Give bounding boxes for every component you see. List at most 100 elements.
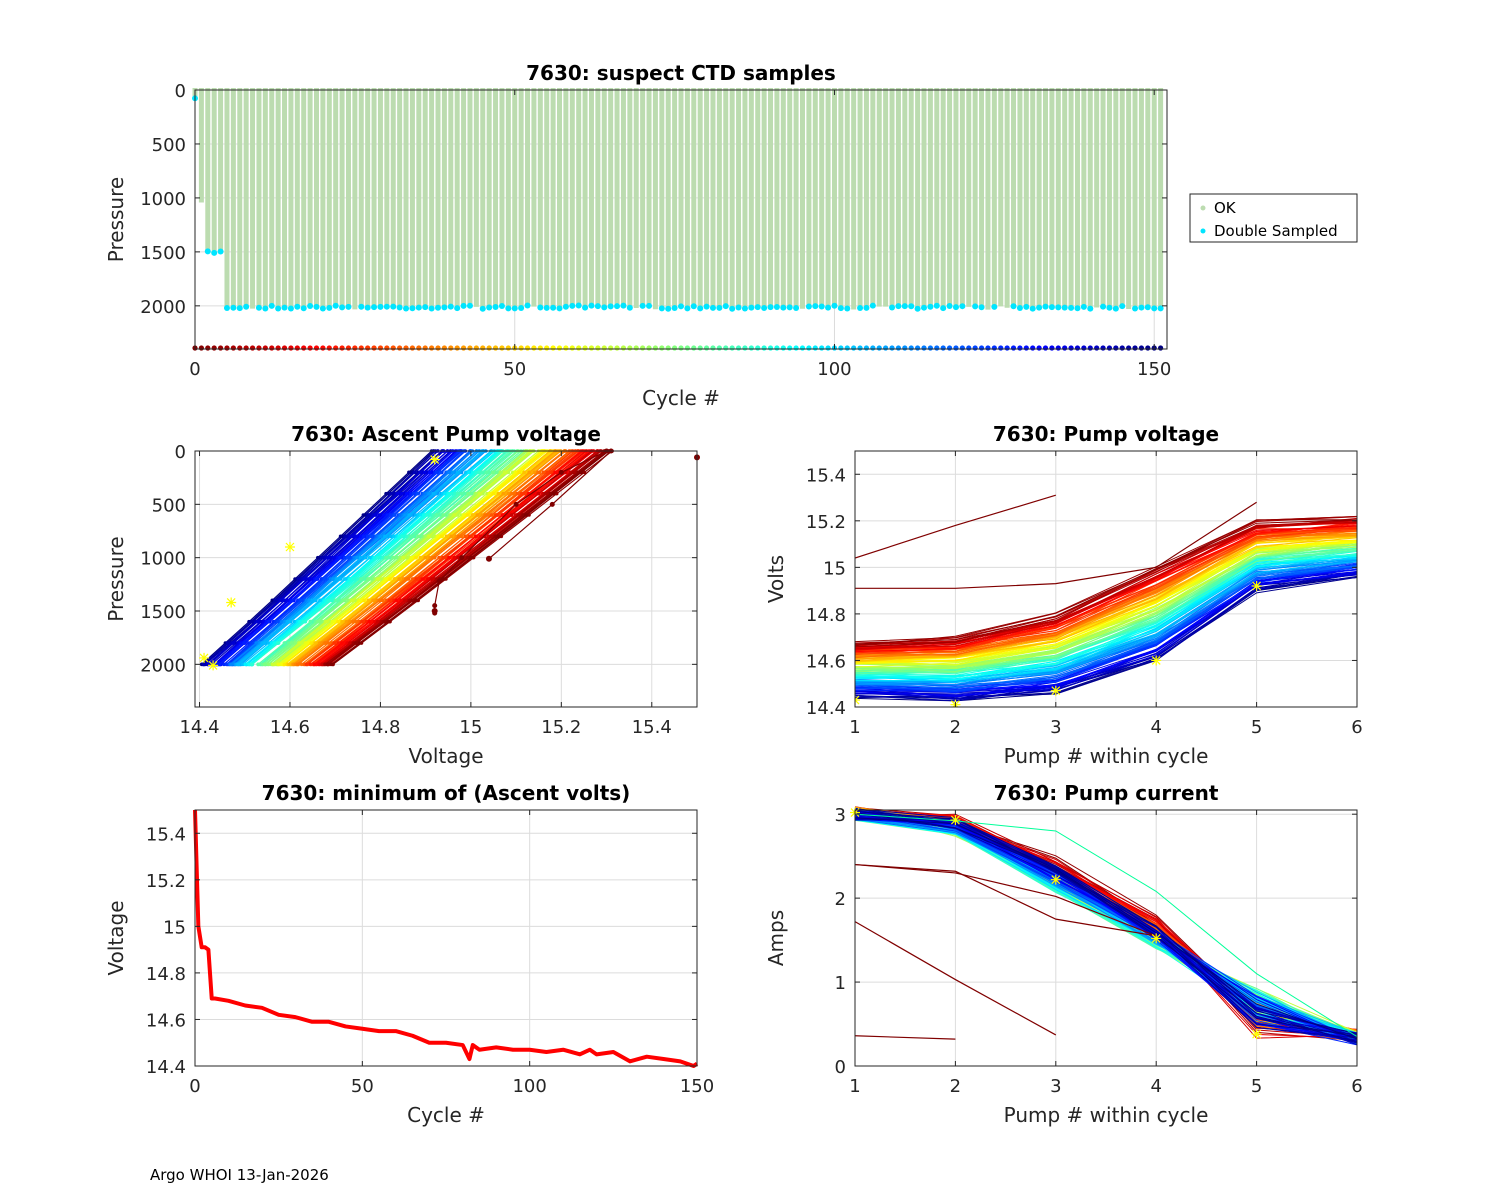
point-double-sampled [454, 305, 461, 312]
cycle-color-marker [1158, 345, 1164, 351]
cycle-color-marker [454, 345, 460, 351]
series-point [250, 662, 254, 667]
series-line [855, 565, 1357, 689]
y-tick-label: 500 [152, 135, 186, 156]
plot-area-suspect [192, 88, 1164, 351]
point-double-sampled [940, 305, 947, 312]
series-point [346, 555, 350, 560]
series-point [288, 619, 293, 624]
cycle-color-marker [978, 345, 985, 351]
point-double-sampled [857, 304, 864, 311]
series-point [289, 641, 294, 645]
cycle-color-marker [422, 345, 428, 351]
point-double-sampled [959, 303, 966, 310]
x-tick-label: 4 [1150, 1076, 1161, 1097]
series-point [431, 491, 436, 496]
point-double-sampled [339, 304, 346, 311]
cycle-color-marker [281, 345, 288, 351]
x-tick-label: 50 [503, 359, 526, 380]
x-tick-label: 3 [1050, 717, 1061, 738]
series-point [468, 534, 472, 539]
series-point [361, 534, 366, 539]
series-point [407, 513, 411, 517]
point-double-sampled [204, 248, 211, 255]
axes-box [194, 809, 698, 1067]
cycle-color-marker [985, 345, 991, 351]
y-axis-label: Volts [764, 555, 788, 603]
series-point [362, 598, 367, 603]
series-point [390, 491, 394, 496]
series-point [426, 577, 430, 581]
point-double-sampled [307, 303, 314, 310]
point-double-sampled [1068, 304, 1075, 311]
series-point [491, 470, 496, 475]
point-double-sampled [831, 302, 838, 309]
series-point [353, 619, 358, 624]
series-point [367, 513, 372, 517]
series-point [380, 598, 385, 603]
y-tick-label: 15.4 [806, 465, 846, 486]
chart-title: 7630: Pump current [994, 781, 1219, 805]
x-tick-label: 150 [1137, 359, 1171, 380]
point-double-sampled [211, 249, 218, 256]
cycle-color-marker [345, 345, 352, 351]
cycle-color-marker [774, 345, 780, 351]
point-double-sampled [1061, 304, 1068, 311]
y-tick-label: 0 [835, 1057, 846, 1078]
cycle-color-marker [614, 345, 620, 351]
series-point [452, 555, 457, 560]
point-double-sampled [1138, 304, 1145, 311]
point-double-sampled [780, 304, 787, 311]
series-point [412, 534, 417, 539]
point-double-sampled [678, 303, 684, 310]
point-double-sampled [614, 303, 621, 310]
series-point [201, 662, 206, 667]
point-double-sampled [690, 303, 697, 310]
series-point [477, 470, 481, 475]
series-point [491, 491, 496, 496]
point-double-sampled [773, 303, 780, 310]
point-double-sampled [217, 248, 224, 255]
cycle-color-marker [1119, 345, 1125, 351]
point-double-sampled [703, 303, 710, 310]
y-axis-label: Voltage [104, 900, 128, 975]
series-point [496, 491, 501, 496]
point-double-sampled [300, 305, 307, 312]
yellow-star-marker [284, 542, 295, 552]
series-line [855, 554, 1357, 676]
cycle-color-marker [1068, 345, 1074, 351]
series-line [855, 558, 1357, 683]
point-double-sampled [741, 305, 748, 312]
point-double-sampled [748, 304, 755, 311]
series-point [522, 491, 526, 496]
series-point [405, 491, 409, 496]
series-point [441, 513, 446, 517]
cycle-color-marker [723, 345, 729, 351]
yellow-star-marker [950, 815, 961, 826]
series-point [323, 598, 327, 603]
series-point [515, 491, 520, 496]
series-point [447, 470, 452, 475]
series-point [355, 555, 359, 560]
series-point [249, 619, 254, 624]
point-double-sampled [1029, 305, 1036, 312]
cycle-color-marker [946, 345, 953, 351]
y-tick-label: 1000 [140, 189, 186, 210]
cycle-color-marker [288, 345, 294, 351]
series-point [368, 555, 372, 560]
cycle-color-marker [262, 345, 268, 351]
series-point [400, 491, 404, 496]
series-point [334, 577, 339, 581]
axes-box [854, 809, 1358, 1067]
cycle-color-marker [659, 345, 665, 351]
point-double-sampled [511, 305, 518, 312]
yellow-star-marker [1050, 685, 1061, 696]
series-point [331, 555, 336, 560]
point-double-sampled [952, 304, 959, 311]
cycle-color-marker [691, 345, 697, 351]
point-double-sampled [415, 304, 422, 311]
series-point [437, 555, 442, 560]
axes-box [194, 450, 698, 708]
point-double-sampled [754, 304, 761, 311]
outlier-line [854, 1035, 956, 1040]
